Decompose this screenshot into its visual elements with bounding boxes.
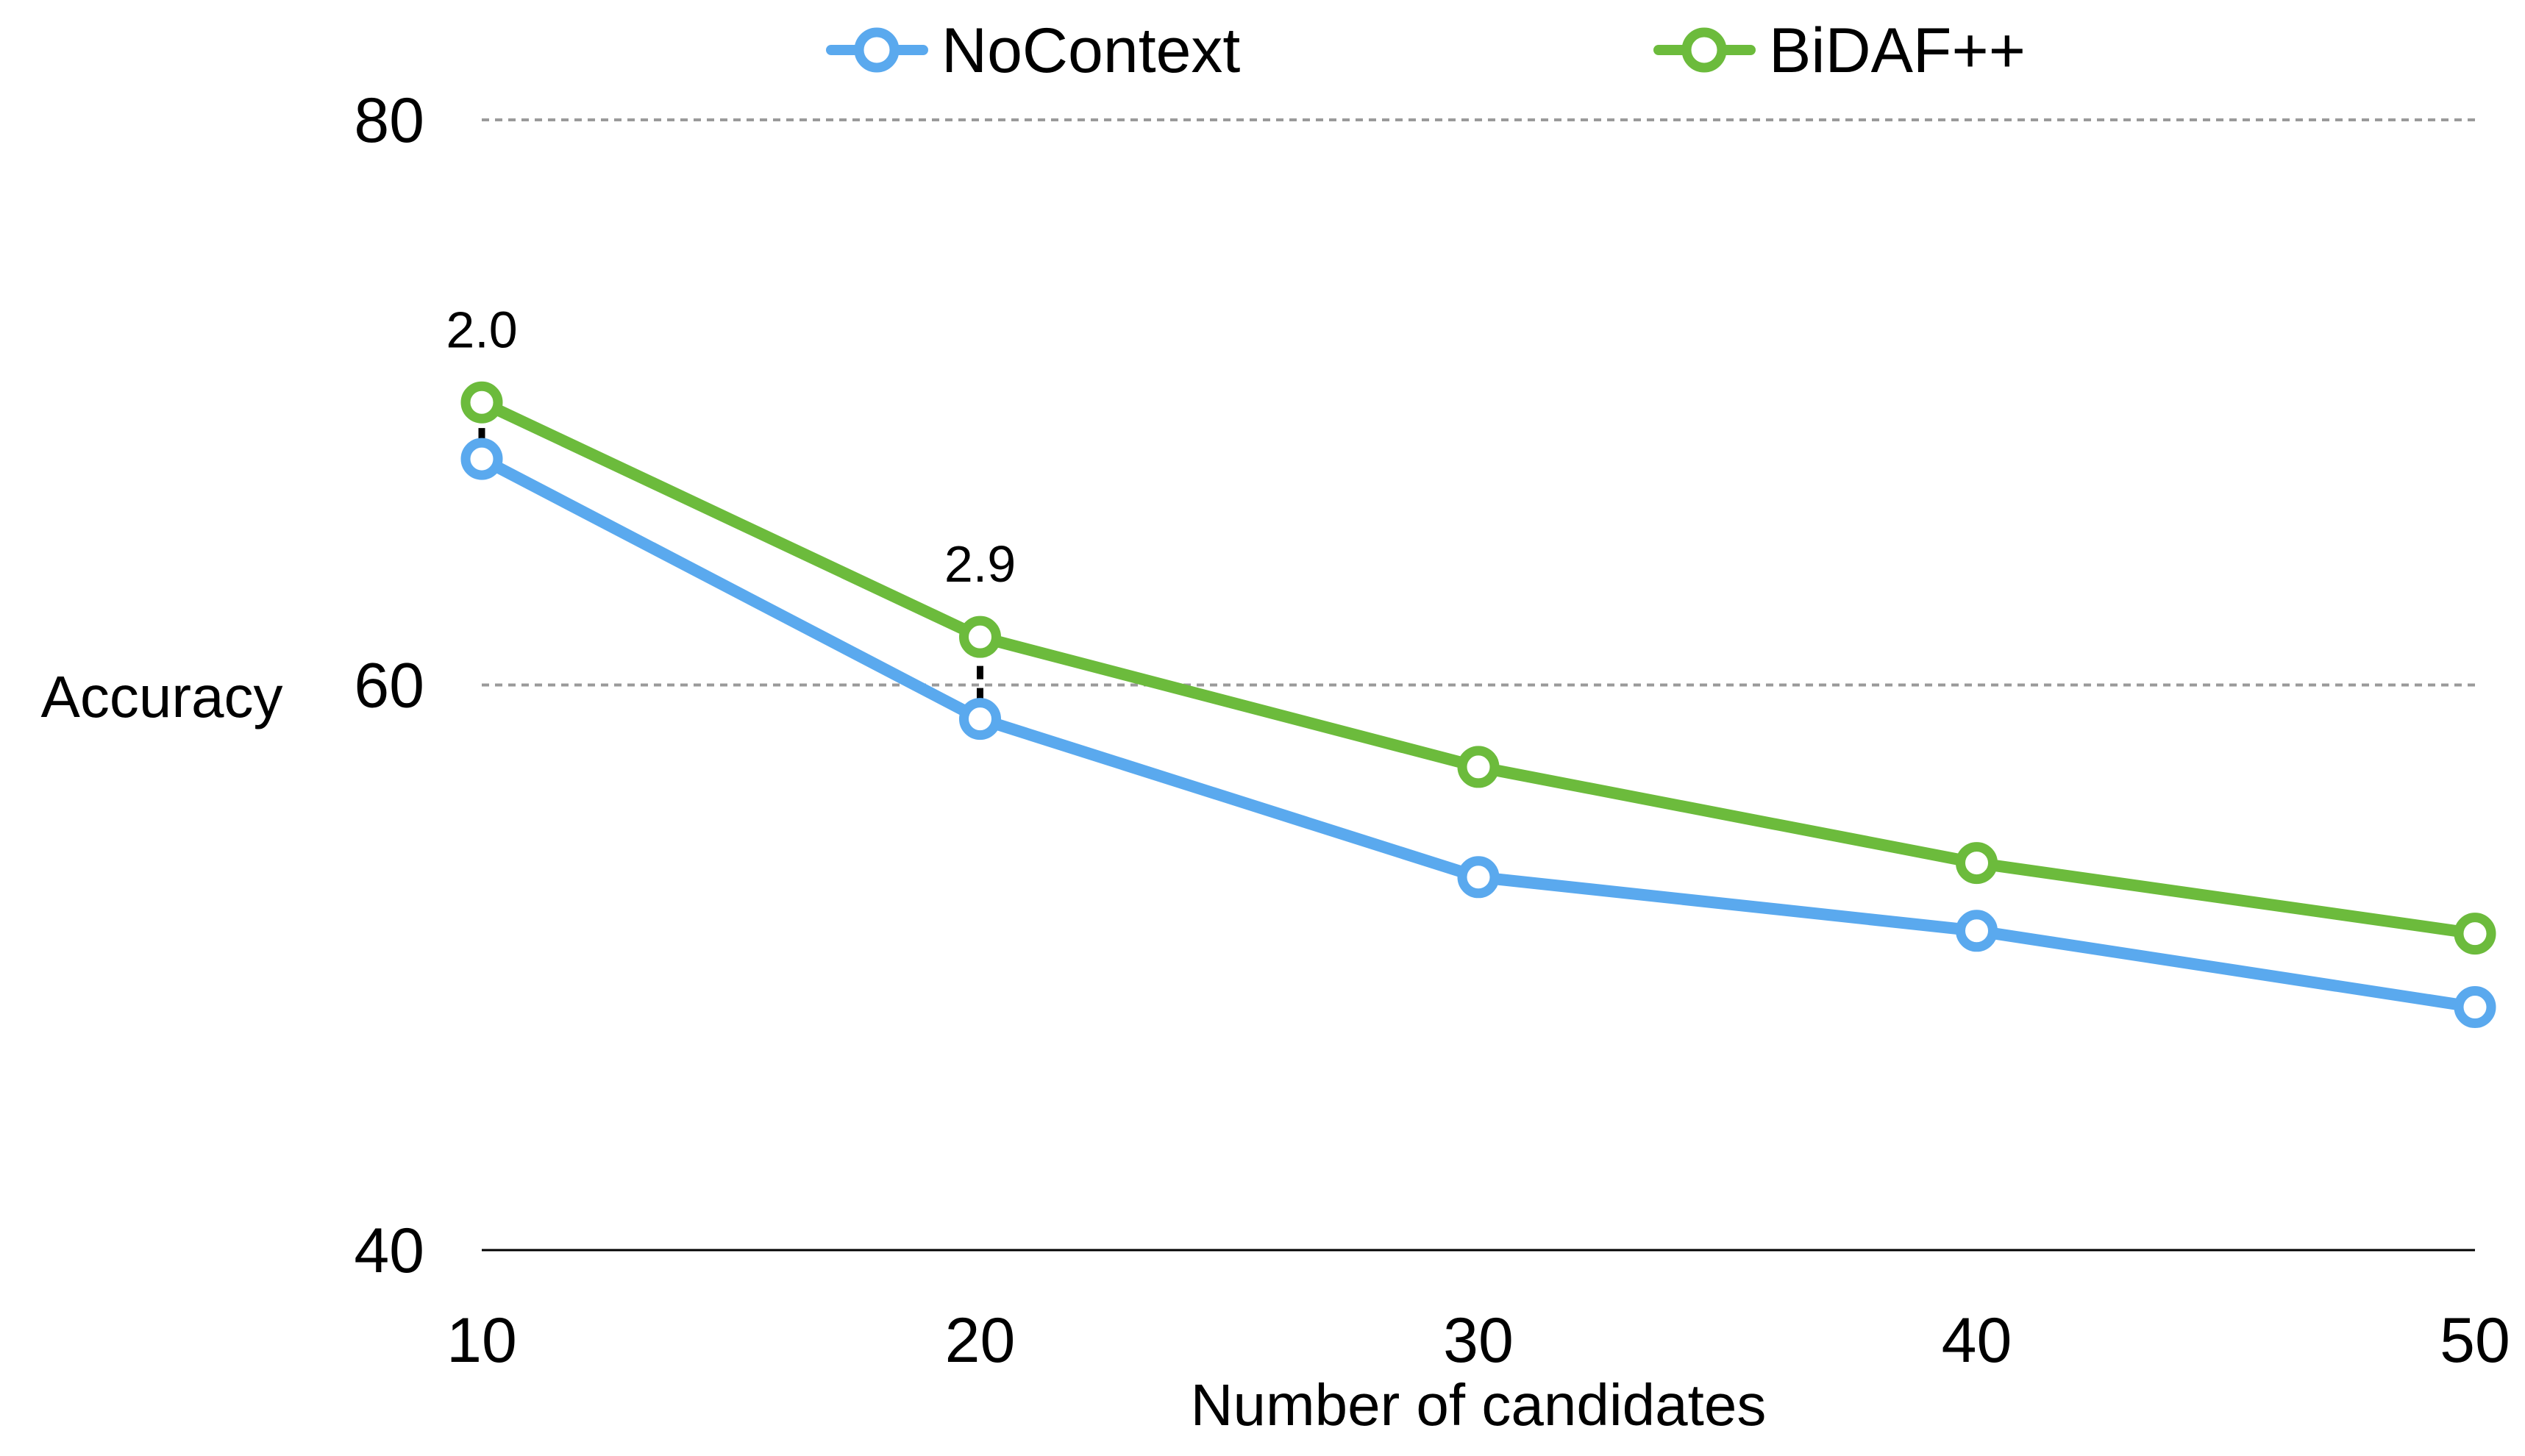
legend: NoContext BiDAF++ — [826, 15, 2026, 86]
x-tick-label: 40 — [1942, 1305, 2012, 1376]
x-axis-label: Number of candidates — [1191, 1372, 1767, 1438]
y-tick-label: 40 — [354, 1216, 424, 1286]
series-layer — [460, 381, 2496, 1029]
data-point-nocontext — [2454, 986, 2496, 1029]
data-point-bidaf- — [2454, 913, 2496, 955]
difference-label: 2.9 — [944, 535, 1016, 593]
y-axis-label: Accuracy — [41, 664, 283, 729]
series-line-bidaf- — [476, 396, 2481, 940]
legend-marker — [1681, 27, 1727, 73]
data-point-nocontext — [1457, 856, 1500, 899]
data-point-nocontext — [460, 438, 503, 480]
legend-marker — [854, 27, 900, 73]
data-point-nocontext — [1956, 910, 1998, 952]
data-point-bidaf- — [460, 381, 503, 424]
x-tick-label: 10 — [446, 1305, 517, 1376]
grid-layer — [482, 118, 2475, 687]
data-point-bidaf- — [1457, 746, 1500, 788]
y-tick-label: 60 — [354, 651, 424, 721]
x-tick-label: 30 — [1443, 1305, 1514, 1376]
annotation-layer: 2.0 2.9 — [446, 301, 1016, 702]
legend-label: NoContext — [941, 15, 1240, 86]
axis-layer: Accuracy Number of candidates 40 60 80 10 20… — [41, 85, 2510, 1438]
data-point-nocontext — [959, 698, 1001, 741]
x-tick-label: 50 — [2440, 1305, 2510, 1376]
x-tick-label: 20 — [945, 1305, 1016, 1376]
data-point-bidaf- — [1956, 842, 1998, 885]
legend-label: BiDAF++ — [1769, 15, 2026, 86]
y-tick-label: 80 — [354, 85, 424, 156]
difference-label: 2.0 — [446, 301, 517, 358]
data-point-bidaf- — [959, 615, 1001, 658]
